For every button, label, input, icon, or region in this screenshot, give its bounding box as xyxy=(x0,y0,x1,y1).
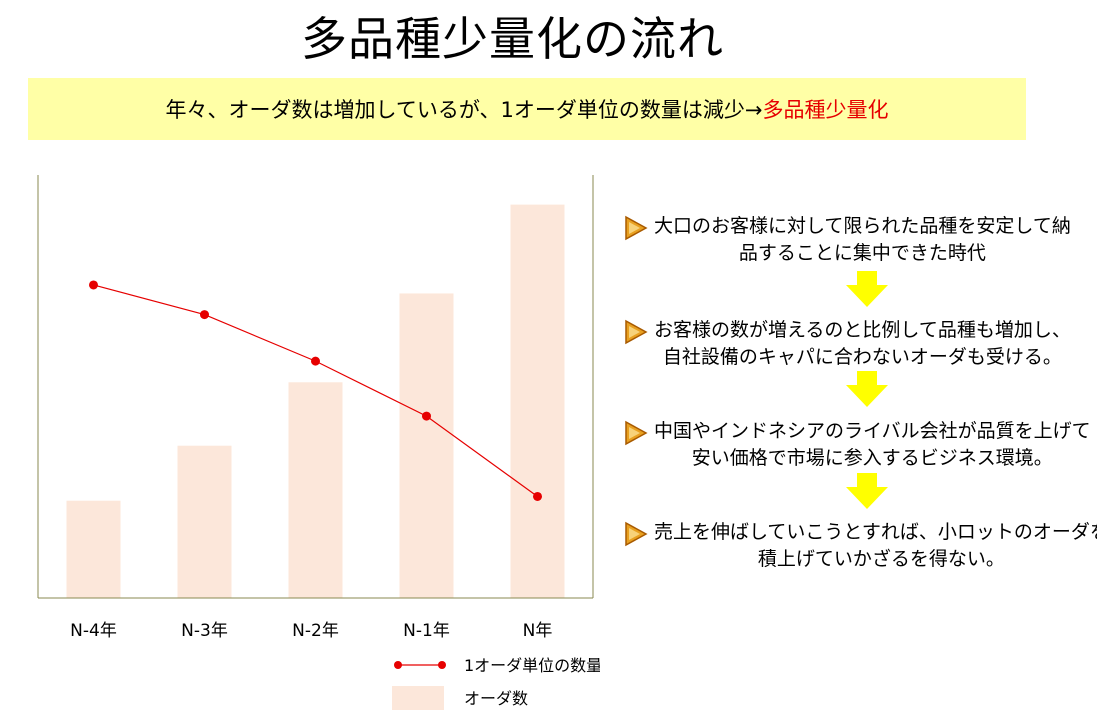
line-point xyxy=(89,280,98,290)
legend-label: 1オーダ単位の数量 xyxy=(464,656,600,675)
legend-line-dot xyxy=(394,661,402,669)
down-arrow-icon xyxy=(846,473,888,509)
x-tick-label: N-1年 xyxy=(403,621,450,641)
bar xyxy=(66,500,121,598)
down-arrow-icon xyxy=(846,271,888,307)
step-text: お客様の数が増えるのと比例して品種も増加し、 自社設備のキャパに合わないオーダも… xyxy=(654,319,1071,368)
step-text: 大口のお客様に対して限られた品種を安定して納 品することに集中できた時代 xyxy=(654,215,1071,264)
bar xyxy=(177,445,232,598)
bar xyxy=(288,382,343,598)
line-point xyxy=(200,310,209,320)
bar xyxy=(399,293,454,598)
play-arrow-icon xyxy=(625,420,648,446)
step-2: お客様の数が増えるのと比例して品種も増加し、 自社設備のキャパに合わないオーダも… xyxy=(610,317,1097,371)
play-arrow-icon xyxy=(625,319,648,345)
bar xyxy=(510,204,565,599)
line-point xyxy=(533,491,542,501)
legend-label: オーダ数 xyxy=(464,689,528,708)
legend-bar-swatch xyxy=(392,686,444,710)
page-title: 多品種少量化の流れ xyxy=(301,12,724,66)
legend-line-dot xyxy=(438,661,446,669)
x-tick-label: N-4年 xyxy=(70,621,117,641)
banner-highlight: 多品種少量化 xyxy=(762,98,889,122)
step-4: 売上を伸ばしていこうとすれば、小ロットのオーダを 積上げていかざるを得ない。 xyxy=(610,519,1097,573)
line-point xyxy=(422,411,431,421)
down-arrow-icon xyxy=(846,371,888,407)
x-tick-label: N-3年 xyxy=(181,621,228,641)
summary-banner: 年々、オーダ数は増加しているが、1オーダ単位の数量は減少→ 多品種少量化 xyxy=(28,78,1026,140)
step-3: 中国やインドネシアのライバル会社が品質を上げて 安い価格で市場に参入するビジネス… xyxy=(610,418,1097,472)
play-arrow-icon xyxy=(625,215,648,241)
step-text: 売上を伸ばしていこうとすれば、小ロットのオーダを 積上げていかざるを得ない。 xyxy=(654,521,1097,570)
line-point xyxy=(311,356,320,366)
step-text: 中国やインドネシアのライバル会社が品質を上げて 安い価格で市場に参入するビジネス… xyxy=(654,420,1091,469)
play-arrow-icon xyxy=(625,521,648,547)
x-tick-label: N年 xyxy=(523,621,553,641)
x-tick-label: N-2年 xyxy=(292,621,339,641)
step-1: 大口のお客様に対して限られた品種を安定して納 品することに集中できた時代 xyxy=(610,213,1097,267)
banner-text: 年々、オーダ数は増加しているが、1オーダ単位の数量は減少→ xyxy=(165,98,763,122)
